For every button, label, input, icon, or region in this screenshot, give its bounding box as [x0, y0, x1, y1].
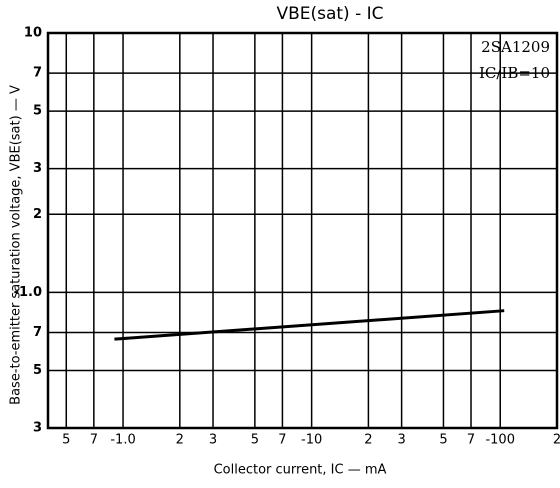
x-tick-label: -10: [301, 433, 322, 448]
x-axis-title: Collector current, IC — mA: [214, 463, 387, 478]
y-tick-label: 3: [33, 421, 42, 436]
x-tick-label: -100: [485, 433, 515, 448]
x-tick-label: 2: [176, 433, 184, 448]
x-tick-label: 3: [209, 433, 217, 448]
x-tick-label: 5: [251, 433, 259, 448]
x-tick-label: 5: [62, 433, 70, 448]
y-tick-label: 5: [33, 104, 42, 119]
x-tick-label: 7: [90, 433, 98, 448]
annotation: 2SA1209: [481, 38, 550, 56]
x-tick-label: -1.0: [110, 433, 135, 448]
y-tick-label: -1.0: [14, 285, 42, 300]
y-tick-label: 10: [24, 26, 42, 41]
x-tick-label: 5: [439, 433, 447, 448]
x-tick-label: 3: [397, 433, 405, 448]
plot-frame: [46, 31, 559, 430]
y-tick-label: 7: [33, 325, 42, 340]
y-tick-label: 5: [33, 363, 42, 378]
chart-title: VBE(sat) - IC: [276, 4, 383, 24]
y-axis-title: Base-to-emitter saturation voltage, VBE(…: [9, 85, 24, 405]
y-tick-label: 3: [33, 161, 42, 176]
y-tick-label: 2: [33, 207, 42, 222]
y-tick-label: 7: [33, 66, 42, 81]
x-tick-label: 7: [467, 433, 475, 448]
x-tick-label: 7: [278, 433, 286, 448]
x-tick-label: 2: [364, 433, 372, 448]
x-tick-label: 2: [553, 433, 560, 448]
data-line: [114, 309, 505, 341]
